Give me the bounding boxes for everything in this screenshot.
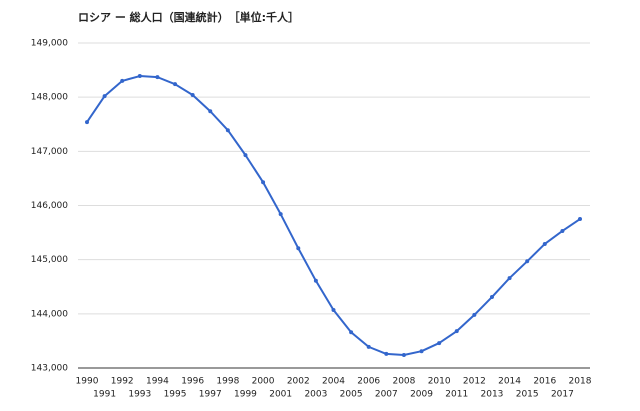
y-tick-label: 145,000 — [31, 255, 68, 265]
y-tick-label: 149,000 — [31, 39, 68, 49]
y-tick-label: 143,000 — [31, 364, 68, 374]
point — [454, 329, 459, 334]
x-tick-label: 2001 — [269, 390, 292, 400]
x-tick-label: 2017 — [551, 390, 574, 400]
x-tick-label: 2008 — [392, 377, 415, 387]
point — [261, 180, 266, 185]
x-tick-label: 2005 — [340, 390, 363, 400]
line — [86, 75, 581, 356]
point — [419, 349, 424, 354]
x-tick-label: 2003 — [304, 390, 327, 400]
x-tick-label: 2004 — [322, 377, 345, 387]
x-tick-label: 1993 — [128, 390, 151, 400]
point — [155, 75, 160, 80]
x-tick-label: 2002 — [287, 377, 310, 387]
x-tick-label: 2015 — [516, 390, 539, 400]
x-tick-label: 1998 — [216, 377, 239, 387]
x-tick-label: 2006 — [357, 377, 380, 387]
point — [560, 228, 565, 233]
point — [278, 212, 283, 217]
x-tick-label: 1999 — [234, 390, 257, 400]
point — [578, 217, 582, 222]
x-tick-label: 2016 — [533, 377, 556, 387]
point — [85, 120, 89, 125]
x-tick-label: 2009 — [410, 390, 433, 400]
point — [190, 93, 195, 97]
x-tick-label: 1997 — [199, 390, 222, 400]
x-tick-label: 2010 — [428, 377, 451, 387]
y-tick-label: 144,000 — [31, 309, 68, 319]
point — [102, 94, 107, 99]
point — [384, 351, 389, 356]
x-tick-label: 1996 — [181, 377, 204, 387]
x-tick-label: 1995 — [164, 390, 187, 400]
point — [507, 276, 512, 281]
point — [401, 353, 406, 357]
point — [120, 78, 125, 83]
point — [489, 295, 494, 300]
y-tick-label: 146,000 — [31, 201, 68, 211]
x-tick-label: 2011 — [445, 390, 468, 400]
point — [225, 128, 230, 133]
point — [296, 246, 301, 251]
point — [366, 344, 371, 349]
point — [472, 312, 477, 317]
point — [137, 74, 142, 79]
point — [331, 308, 336, 313]
y-tick-label: 148,000 — [31, 93, 68, 103]
x-tick-label: 2000 — [252, 377, 275, 387]
point — [173, 82, 178, 87]
point — [542, 241, 547, 246]
x-tick-label: 2018 — [569, 377, 592, 387]
x-tick-label: 1994 — [146, 377, 169, 387]
point — [243, 153, 248, 158]
y-tick-label: 147,000 — [31, 147, 68, 157]
chart-title: ロシア ー 総人口（国連統計） ［単位:千人］ — [78, 10, 299, 24]
x-tick-label: 1991 — [93, 390, 116, 400]
point — [437, 341, 442, 346]
point — [349, 330, 354, 335]
x-tick-label: 2007 — [375, 390, 398, 400]
point — [313, 278, 318, 283]
x-tick-label: 2014 — [498, 377, 521, 387]
x-tick-label: 1990 — [76, 377, 99, 387]
point — [208, 109, 213, 114]
x-tick-label: 2012 — [463, 377, 486, 387]
point — [525, 259, 530, 264]
x-tick-label: 1992 — [111, 377, 134, 387]
x-tick-label: 2013 — [481, 390, 504, 400]
